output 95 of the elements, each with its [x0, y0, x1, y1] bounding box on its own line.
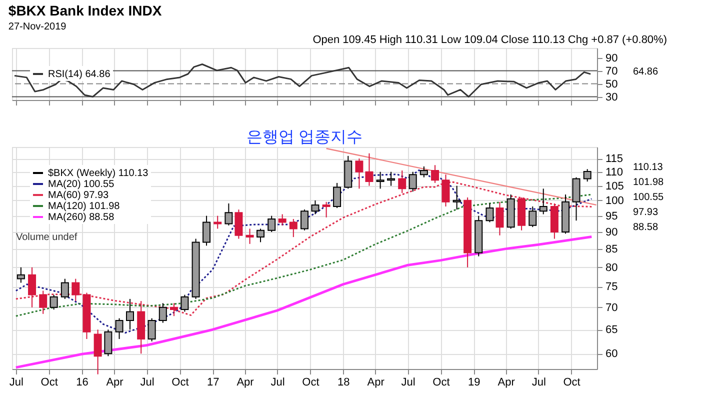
candlestick	[115, 318, 124, 340]
annotation: Volume undef	[16, 232, 78, 243]
chart-subtitle: 27-Nov-2019	[8, 22, 67, 32]
y-tick-label: 70	[606, 302, 618, 314]
candlestick	[72, 278, 80, 302]
candlestick	[126, 298, 134, 330]
line-series	[14, 64, 592, 98]
x-tick-label: Jul	[270, 376, 285, 388]
candlestick	[16, 266, 25, 284]
x-tick-label: Apr	[236, 376, 254, 388]
candlestick	[333, 182, 342, 209]
legend-label: MA(260) 88.58	[48, 212, 115, 223]
legend-label: MA(20) 100.55	[48, 179, 115, 190]
y-tick-label: 30	[606, 91, 618, 104]
text: 64.86	[633, 66, 658, 78]
text: 110.13	[633, 162, 664, 173]
candlestick	[28, 266, 36, 308]
x-tick-label: 16	[76, 376, 88, 388]
x-tick-label: 17	[206, 376, 220, 388]
x-tick-label: Apr	[498, 376, 516, 388]
y-tick-label: 105	[606, 180, 624, 192]
candlestick	[528, 206, 537, 228]
candlestick	[387, 171, 396, 186]
candlestick	[365, 152, 374, 186]
text: Open 109.45 High 110.31 Low 109.04 Close 110.13 Chg +0.87 (+0.80%)	[312, 34, 667, 46]
x-tick-label: Oct	[302, 376, 320, 388]
candlestick	[442, 174, 450, 207]
y-tick-label: 90	[606, 52, 618, 64]
candlestick	[452, 185, 461, 210]
candlestick	[300, 209, 308, 231]
y-tick-label: 95	[606, 210, 618, 222]
x-tick-label: Apr	[367, 376, 385, 388]
y-tick-label: 80	[606, 262, 618, 274]
text: 97.93	[633, 207, 658, 218]
legend-label: MA(120) 101.98	[48, 201, 120, 212]
candlestick	[234, 209, 243, 240]
legend-label: MA(60) 97.93	[48, 190, 110, 201]
candlestick	[202, 215, 211, 246]
candlestick	[268, 215, 276, 233]
candlestick	[158, 302, 167, 324]
y-tick-label: 50	[606, 78, 618, 90]
candlestick	[398, 170, 406, 194]
y-tick-label: 85	[606, 244, 618, 256]
candlestick	[496, 201, 504, 236]
candlestick	[256, 228, 265, 243]
x-tick-label: Apr	[106, 376, 124, 388]
text: 100.55	[633, 192, 664, 203]
candlestick	[539, 188, 548, 215]
candlestick	[355, 158, 364, 190]
candlestick	[311, 200, 320, 215]
candlestick	[214, 215, 222, 230]
x-tick-label: Jul	[140, 376, 154, 388]
candlestick	[50, 294, 58, 310]
text: 은행업 업종지수	[246, 129, 363, 146]
x-tick-label: Oct	[432, 376, 450, 388]
y-tick-label: 115	[606, 153, 624, 166]
x-tick-label: Jul	[9, 376, 24, 388]
candlestick	[420, 166, 428, 178]
candlestick	[104, 329, 112, 357]
legend-label: $BKX (Weekly) 110.13	[48, 168, 149, 179]
y-tick-label: 75	[606, 281, 618, 294]
text: 101.98	[633, 177, 664, 188]
x-tick-label: Jul	[532, 376, 546, 388]
y-tick-label: 70	[606, 65, 618, 78]
candlestick	[224, 202, 233, 226]
x-tick-label: Oct	[172, 376, 189, 388]
x-tick-label: 19	[468, 376, 480, 388]
candlestick	[322, 201, 330, 218]
candlestick	[583, 168, 592, 182]
candlestick	[278, 214, 286, 226]
text: 88.58	[633, 222, 658, 233]
chart-title: $BKX Bank Index INDX	[8, 2, 162, 18]
x-tick-label: 18	[337, 376, 350, 388]
x-tick-label: Oct	[563, 376, 580, 388]
candlestick	[246, 228, 254, 244]
candlestick	[376, 171, 384, 190]
candlestick	[39, 290, 48, 314]
candlestick	[94, 329, 102, 375]
y-tick-label: 90	[606, 226, 618, 239]
legend-label: RSI(14) 64.86	[48, 69, 111, 80]
candlestick	[180, 294, 189, 312]
candlestick	[486, 202, 494, 223]
candlestick	[60, 278, 69, 300]
candlestick	[572, 176, 580, 222]
x-tick-label: Jul	[401, 376, 416, 388]
candlestick	[408, 171, 417, 192]
candlestick	[289, 218, 298, 238]
candlestick	[148, 318, 156, 342]
y-tick-label: 110	[606, 166, 624, 178]
x-tick-label: Oct	[40, 376, 58, 388]
y-tick-label: 100	[606, 194, 624, 207]
y-tick-label: 65	[606, 324, 618, 336]
y-tick-label: 60	[606, 348, 618, 360]
candlestick	[170, 302, 178, 317]
candlestick	[431, 164, 440, 184]
